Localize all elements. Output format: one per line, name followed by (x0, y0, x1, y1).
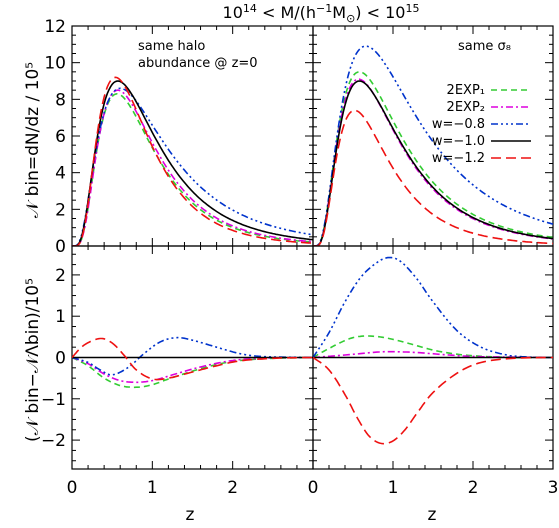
xlabel-right: z (428, 505, 437, 525)
legend-label-exp2: 2EXP₂ (447, 100, 485, 115)
series-line-exp1-top-right (313, 70, 553, 246)
y-tick-label: 10 (44, 54, 66, 74)
x-tick-label: 3 (548, 478, 559, 498)
series-line-w12-top-left (72, 76, 313, 246)
legend-label-w08: w=−0.8 (432, 117, 485, 132)
ylabel-top: 𝒩 bin=dN/dz / 10⁵ (23, 62, 43, 218)
series-line-exp2-bottom-left (72, 356, 313, 384)
series-line-w12-bottom-right (313, 356, 553, 445)
annotation-left-line1: same halo (138, 39, 205, 54)
series-line-w08-bottom-right (313, 256, 553, 359)
annotation-right: same σ₈ (458, 39, 511, 54)
y-tick-label: 8 (55, 90, 66, 110)
panel-bottom-right: 0 1 2 3 (308, 245, 559, 498)
x-tick-label: 0 (67, 478, 78, 498)
panel-top-left: 0 2 4 6 8 10 12 (44, 17, 314, 257)
series-line-exp2-top-left (72, 89, 313, 246)
legend-label-w12: w=−1.2 (432, 151, 485, 166)
y-tick-label: 2 (55, 266, 66, 286)
figure-title: 1014 < M/(h−1M⊙) < 1015 (223, 2, 420, 25)
x-tick-label: 2 (227, 478, 238, 498)
y-tick-label: 12 (44, 17, 66, 37)
x-tick-label: 2 (468, 478, 479, 498)
series-line-w12-bottom-left (72, 337, 313, 381)
series-line-w12-top-right (313, 109, 553, 246)
y-tick-label: −2 (41, 431, 66, 451)
legend: 2EXP₁ 2EXP₂ w=−0.8 w=−1.0 w=−1.2 (432, 83, 531, 166)
y-tick-label: 0 (55, 349, 66, 369)
legend-label-exp1: 2EXP₁ (447, 83, 485, 98)
x-tick-label: 0 (308, 478, 319, 498)
series-line-w08-bottom-left (72, 336, 313, 376)
series-line-w10-top-left (72, 80, 313, 246)
y-tick-label: 6 (55, 127, 66, 147)
x-tick-label: 1 (147, 478, 158, 498)
y-tick-label: 0 (55, 237, 66, 257)
panel-bottom-left: 0 1 2 −2 −1 0 1 2 (41, 245, 314, 498)
y-tick-label: 2 (55, 200, 66, 220)
x-tick-label: 1 (388, 478, 399, 498)
y-tick-label: −1 (41, 390, 66, 410)
y-tick-label: 4 (55, 164, 66, 184)
annotation-left-line2: abundance @ z=0 (138, 56, 258, 71)
series-line-w10-top-right (313, 80, 553, 246)
series-line-w08-top-left (72, 87, 313, 246)
y-tick-label: 1 (55, 307, 66, 327)
series-line-exp1-top-left (72, 92, 313, 246)
series-line-exp2-bottom-right (313, 350, 553, 359)
ylabel-bottom: (𝒩 bin−𝒩Λbin)/10⁵ (23, 278, 43, 442)
legend-label-w10: w=−1.0 (432, 134, 485, 149)
xlabel-left: z (186, 505, 195, 525)
